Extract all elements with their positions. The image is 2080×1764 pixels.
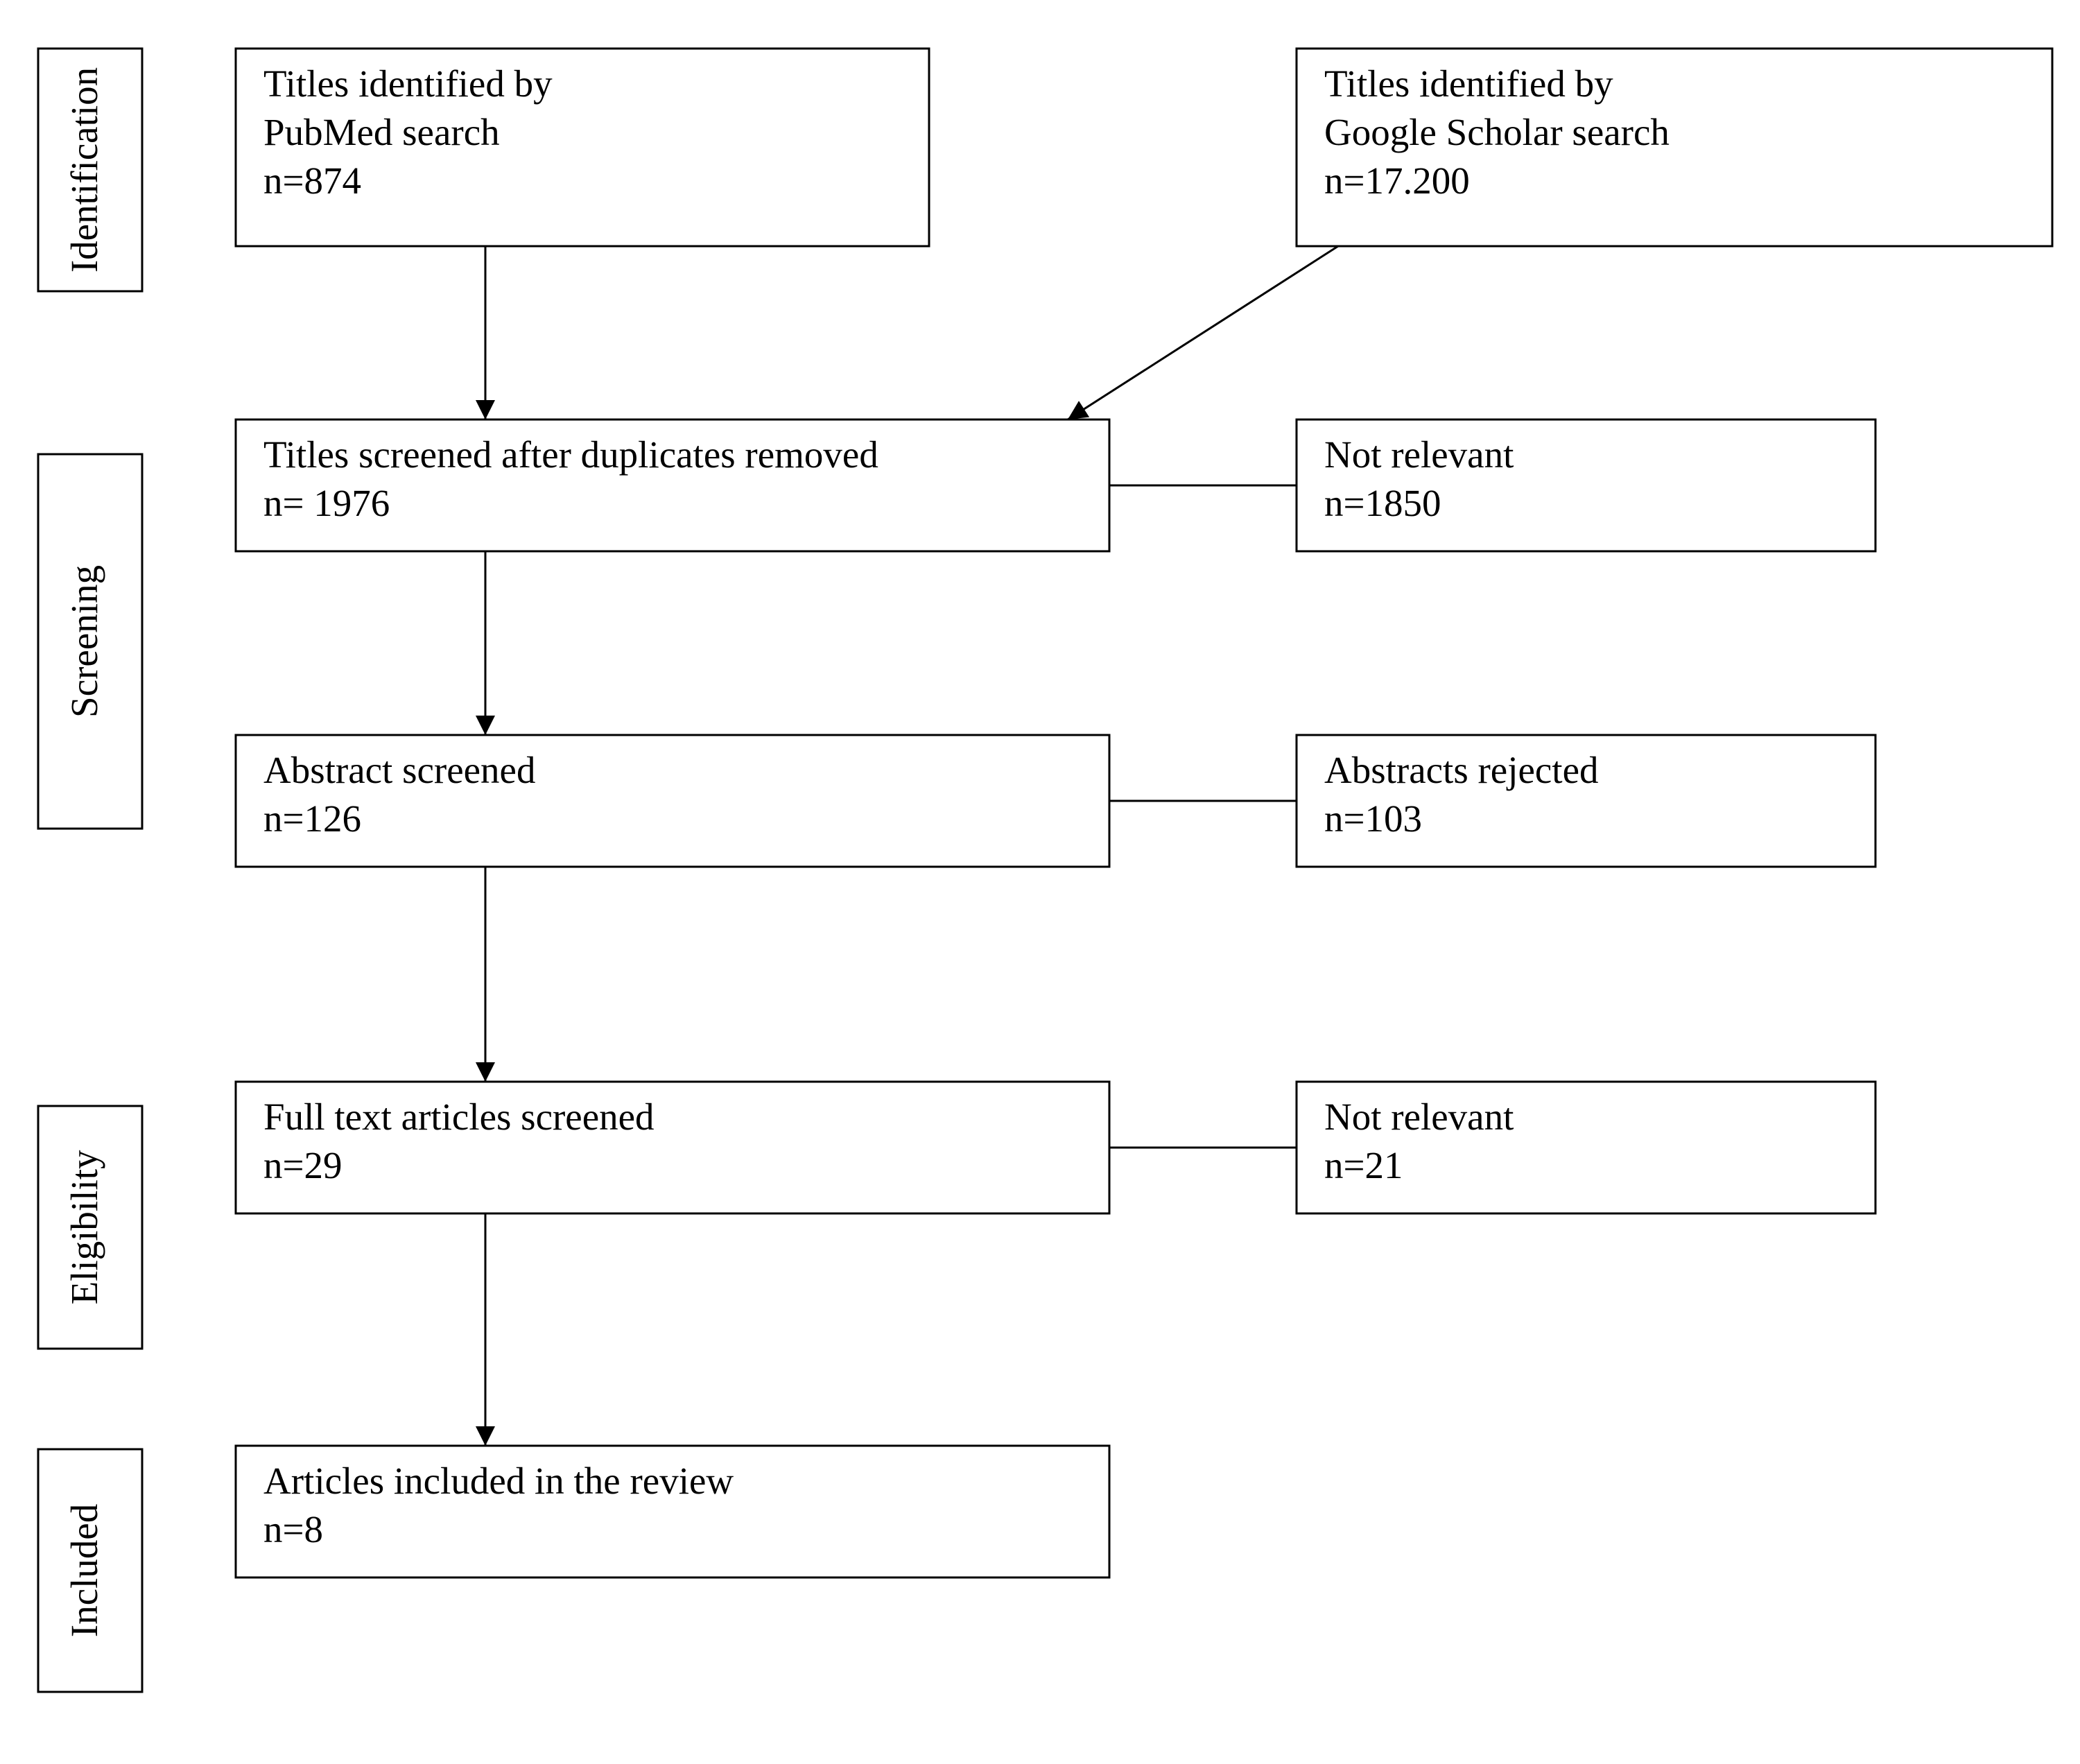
- pubmed-line2: PubMed search: [263, 111, 500, 153]
- node-titles: Titles screened after duplicates removed…: [236, 420, 1109, 551]
- node-not-relevant-2: Not relevant n=21: [1297, 1082, 1875, 1213]
- absrej-line2: n=103: [1324, 797, 1422, 840]
- fulltext-line2: n=29: [263, 1144, 343, 1186]
- stage-included-label: Included: [63, 1504, 105, 1637]
- stage-identification-label: Identification: [63, 67, 105, 273]
- prisma-flow-diagram: Identification Screening Eligibility Inc…: [0, 0, 2080, 1764]
- node-abstract: Abstract screened n=126: [236, 735, 1109, 867]
- titles-line2: n= 1976: [263, 482, 390, 524]
- notrel2-line2: n=21: [1324, 1144, 1403, 1186]
- node-pubmed: Titles identified by PubMed search n=874: [236, 49, 929, 246]
- pubmed-line1: Titles identified by: [263, 62, 553, 105]
- abstract-line1: Abstract screened: [263, 749, 535, 791]
- node-gscholar: Titles identified by Google Scholar sear…: [1297, 49, 2052, 246]
- notrel1-line1: Not relevant: [1324, 433, 1514, 476]
- included-line1: Articles included in the review: [263, 1460, 734, 1502]
- stage-screening: Screening: [38, 454, 142, 829]
- node-not-relevant-1: Not relevant n=1850: [1297, 420, 1875, 551]
- stage-identification: Identification: [38, 49, 142, 291]
- stage-eligibility: Eligibility: [38, 1106, 142, 1349]
- pubmed-line3: n=874: [263, 159, 361, 202]
- node-included: Articles included in the review n=8: [236, 1446, 1109, 1577]
- fulltext-line1: Full text articles screened: [263, 1096, 655, 1138]
- titles-line1: Titles screened after duplicates removed: [263, 433, 878, 476]
- gscholar-line2: Google Scholar search: [1324, 111, 1670, 153]
- node-fulltext: Full text articles screened n=29: [236, 1082, 1109, 1213]
- gscholar-line3: n=17.200: [1324, 159, 1470, 202]
- node-abs-rejected: Abstracts rejected n=103: [1297, 735, 1875, 867]
- stage-screening-label: Screening: [63, 565, 105, 718]
- stage-eligibility-label: Eligibility: [63, 1150, 105, 1305]
- notrel2-line1: Not relevant: [1324, 1096, 1514, 1138]
- gscholar-line1: Titles identified by: [1324, 62, 1613, 105]
- absrej-line1: Abstracts rejected: [1324, 749, 1599, 791]
- notrel1-line2: n=1850: [1324, 482, 1441, 524]
- abstract-line2: n=126: [263, 797, 361, 840]
- stage-included: Included: [38, 1449, 142, 1692]
- included-line2: n=8: [263, 1508, 323, 1550]
